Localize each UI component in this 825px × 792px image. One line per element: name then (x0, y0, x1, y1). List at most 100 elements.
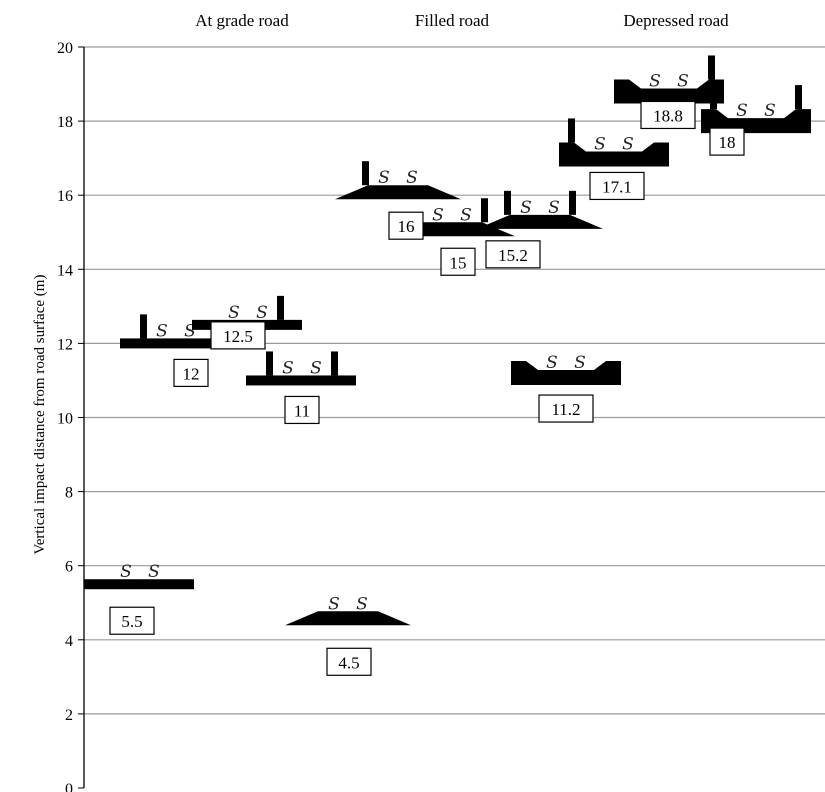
value-label-frame (538, 394, 594, 423)
road-cut (614, 79, 724, 104)
road-cut (511, 361, 621, 386)
value-label-frame (388, 211, 424, 240)
road-body (246, 375, 356, 386)
y-tick-label: 20 (57, 40, 73, 57)
source-symbol: S (356, 594, 368, 614)
axes: Vertical impact distance from road surfa… (32, 47, 85, 788)
value-labels: 5.5 12 12.5 11 4.5 16 15 15.2 11.2 17.1 18.8 18 (109, 100, 745, 676)
noise-barrier (140, 314, 147, 339)
value-label-frame (109, 606, 155, 635)
value-label-box: 11 (284, 395, 320, 425)
noise-barrier (331, 351, 338, 376)
source-symbol: S (764, 101, 776, 121)
value-label: 12 (183, 364, 200, 383)
source-symbol: S (677, 71, 689, 91)
value-label-box: 12 (173, 358, 209, 387)
value-label: 15 (450, 253, 467, 272)
noise-barrier (481, 198, 488, 223)
category-label: Filled road (415, 11, 490, 30)
value-label-box: 15.2 (485, 240, 541, 269)
data-marks: S SS SS SS SS SS SS S S SS SS SS SS S (84, 55, 811, 626)
y-tick-label: 14 (57, 262, 73, 279)
value-label-box: 15 (440, 247, 476, 276)
value-label-frame (173, 358, 209, 387)
source-symbol: S (520, 198, 532, 218)
source-symbol: S (574, 353, 586, 373)
noise-barrier (277, 295, 284, 320)
y-tick-label: 2 (65, 707, 73, 724)
source-symbol: S (432, 205, 444, 225)
source-symbol: S (378, 168, 390, 188)
noise-barrier (362, 161, 369, 186)
value-label-frame (326, 647, 372, 676)
value-label-frame (640, 100, 696, 130)
value-label-frame (440, 247, 476, 276)
y-tick-labels: 0 2 4 6 8 10 12 14 16 18 20 (57, 40, 73, 792)
y-tick-label: 6 (65, 559, 73, 576)
noise-barrier (504, 190, 511, 215)
source-symbol: S (546, 353, 558, 373)
source-symbol: S (228, 303, 240, 323)
y-tick-label: 12 (57, 336, 73, 353)
value-label-frame (485, 240, 541, 269)
noise-barrier (710, 85, 717, 110)
source-symbol: S (736, 101, 748, 121)
road-cut (559, 142, 669, 167)
y-tick-label: 10 (57, 411, 73, 428)
value-label: 18 (719, 133, 736, 152)
value-label-box: 18 (709, 127, 745, 156)
road-body (84, 579, 194, 590)
category-label: At grade road (195, 11, 289, 30)
source-symbol: S (328, 594, 340, 614)
source-symbol: S (184, 321, 196, 341)
value-label-frame (709, 127, 745, 156)
gridlines (78, 46, 825, 789)
road-embankment (335, 185, 461, 200)
y-tick-label: 0 (65, 781, 73, 792)
value-label: 16 (398, 217, 415, 236)
y-axis-label: Vertical impact distance from road surfa… (32, 275, 48, 555)
source-symbol: S (649, 71, 661, 91)
road-cut (701, 109, 811, 134)
value-label-frame (589, 171, 645, 201)
source-symbol: S (460, 205, 472, 225)
noise-barrier (708, 55, 715, 80)
source-symbol: S (406, 168, 418, 188)
road-body (120, 338, 230, 349)
source-symbol: S (310, 358, 322, 378)
noise-barrier (266, 351, 273, 376)
source-symbol: S (548, 198, 560, 218)
noise-barrier (795, 85, 802, 110)
source-symbol: S (594, 134, 606, 154)
y-tick-label: 8 (65, 485, 73, 502)
y-tick-label: 18 (57, 114, 73, 131)
source-symbol: S (120, 562, 132, 582)
value-label: 12.5 (223, 327, 253, 346)
value-label: 5.5 (121, 612, 142, 631)
source-symbol: S (256, 303, 268, 323)
road-embankment (477, 214, 603, 229)
road-embankment (285, 611, 411, 626)
value-label-box: 17.1 (589, 171, 645, 201)
value-label-box: 11.2 (538, 394, 594, 423)
value-label: 11 (294, 401, 310, 420)
value-label-frame (210, 321, 266, 350)
value-label-box: 12.5 (210, 321, 266, 350)
category-label: Depressed road (623, 11, 729, 30)
value-label-box: 5.5 (109, 606, 155, 635)
y-tick-label: 4 (65, 633, 73, 650)
value-label: 18.8 (653, 106, 683, 125)
source-symbol: S (156, 321, 168, 341)
category-labels: At grade road Filled road Depressed road (195, 11, 729, 30)
source-symbol: S (622, 134, 634, 154)
noise-barrier (569, 190, 576, 215)
